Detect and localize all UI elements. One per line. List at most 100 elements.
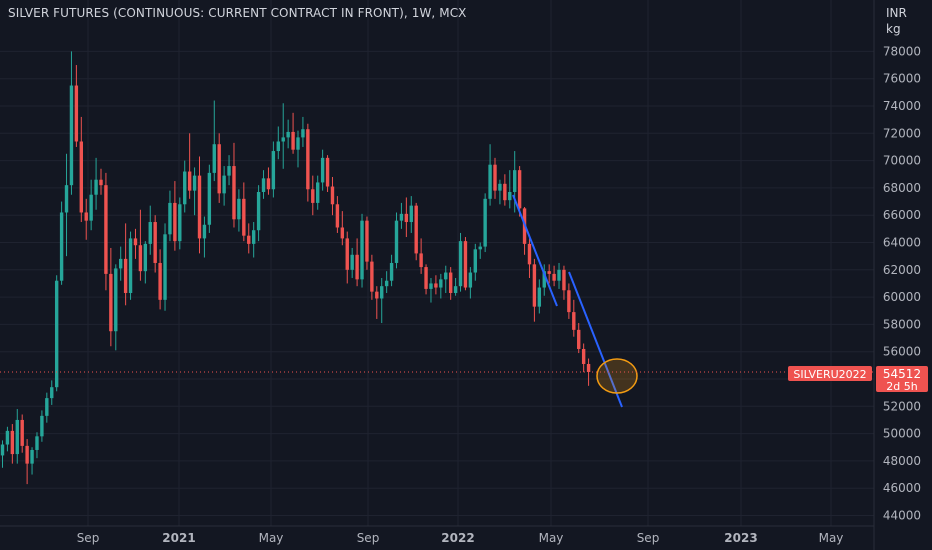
- candle-body: [64, 185, 69, 213]
- candle-body: [271, 151, 276, 190]
- candle-body: [577, 329, 581, 349]
- candle-body: [355, 254, 359, 280]
- candle-body: [261, 178, 266, 192]
- price-tick-label: 72000: [883, 126, 921, 140]
- candle-body: [50, 387, 54, 399]
- candle-body: [35, 436, 39, 450]
- candle-body: [227, 166, 231, 176]
- candle-body: [187, 171, 192, 191]
- candle-body: [40, 415, 44, 437]
- candle-body: [488, 164, 492, 199]
- candle-body: [557, 269, 561, 281]
- candle-body: [158, 262, 162, 300]
- candle-body: [247, 235, 251, 244]
- candle-body: [59, 212, 64, 281]
- time-tick-label: Sep: [637, 531, 660, 545]
- bar-countdown: 2d 5h: [886, 380, 917, 393]
- candle-body: [335, 204, 340, 228]
- candle-body: [360, 220, 364, 280]
- candle-body: [123, 258, 128, 294]
- candle-body: [128, 238, 133, 294]
- trendline-2[interactable]: [568, 271, 623, 408]
- candle-body: [320, 157, 325, 183]
- candle-body: [498, 183, 502, 191]
- candle-body: [45, 398, 49, 416]
- candle-body: [537, 287, 542, 307]
- trendline-1[interactable]: [512, 194, 558, 307]
- candle-body: [330, 186, 335, 205]
- candle-body: [178, 204, 182, 242]
- candle-body: [251, 230, 256, 244]
- symbol-tag[interactable]: [788, 366, 872, 381]
- candle-body: [197, 175, 202, 239]
- candle-body: [419, 253, 423, 268]
- candle-body: [286, 131, 290, 138]
- candle-body: [380, 286, 384, 299]
- time-tick-label: Sep: [77, 531, 100, 545]
- candle-body: [104, 185, 108, 274]
- candle-body: [375, 291, 379, 299]
- candle-body: [394, 220, 399, 263]
- price-tick-label: 50000: [883, 427, 921, 441]
- price-tick-label: 52000: [883, 399, 921, 413]
- currency-unit: INR: [886, 6, 907, 20]
- candle-body: [453, 286, 458, 294]
- candle-body: [399, 213, 404, 221]
- candle-body: [325, 157, 330, 187]
- candle-body: [133, 238, 138, 246]
- weight-unit: kg: [886, 22, 901, 36]
- candle-body: [478, 246, 482, 250]
- candle-body: [237, 198, 241, 220]
- price-tick-label: 60000: [883, 290, 921, 304]
- candle-body: [463, 241, 468, 288]
- price-tick-label: 58000: [883, 317, 921, 331]
- price-tick-label: 78000: [883, 44, 921, 58]
- candle-body: [562, 269, 566, 291]
- candle-body: [266, 178, 271, 190]
- candle-body: [109, 273, 113, 332]
- time-tick-label: 2021: [162, 531, 195, 545]
- candle-body: [468, 272, 473, 288]
- candle-body: [114, 268, 118, 332]
- candle-body: [25, 445, 29, 464]
- candle-body: [483, 198, 487, 247]
- candle-body: [517, 170, 522, 209]
- candle-body: [414, 205, 418, 254]
- highlight-circle[interactable]: [596, 358, 638, 394]
- price-tick-label: 74000: [883, 99, 921, 113]
- symbol-tag-label: SILVERU2022: [793, 368, 866, 381]
- candle-body: [54, 280, 59, 388]
- candle-body: [212, 144, 216, 173]
- candle-body: [281, 137, 285, 142]
- candle-body: [119, 258, 123, 269]
- candle-body: [473, 249, 477, 273]
- time-tick-label: 2022: [441, 531, 474, 545]
- candle-body: [527, 243, 532, 265]
- candle-body: [532, 264, 537, 307]
- candle-body: [291, 131, 295, 150]
- candle-body: [94, 179, 98, 195]
- last-price-value: 54512: [883, 367, 921, 381]
- candle-body: [508, 191, 512, 201]
- candle-body: [370, 261, 374, 292]
- candle-body: [444, 272, 448, 280]
- candle-body: [138, 245, 143, 272]
- candle-body: [69, 85, 74, 186]
- candle-body: [424, 267, 428, 289]
- candle-body: [301, 129, 305, 138]
- candle-body: [232, 166, 236, 220]
- candle-body: [384, 280, 389, 287]
- price-tick-label: 68000: [883, 181, 921, 195]
- candle-body: [448, 272, 453, 294]
- candle-body: [99, 179, 103, 186]
- candle-body: [153, 222, 157, 263]
- candle-body: [345, 238, 349, 270]
- candle-body: [439, 279, 443, 288]
- price-tick-label: 76000: [883, 72, 921, 86]
- candle-body: [503, 183, 507, 201]
- candle-body: [89, 194, 93, 221]
- candle-body: [316, 182, 320, 203]
- candle-body: [365, 220, 369, 262]
